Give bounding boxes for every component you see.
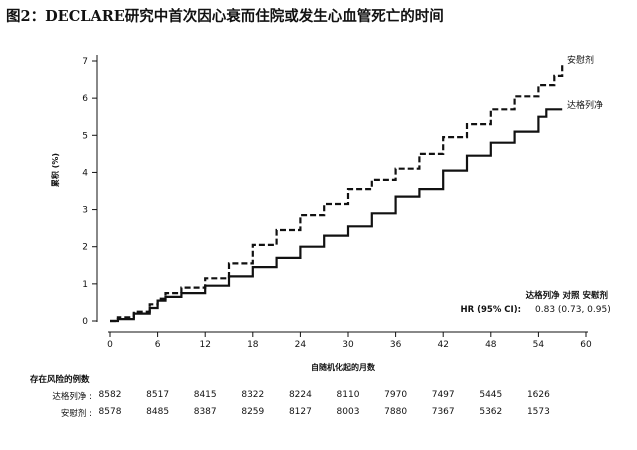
risk-cell: 8485 <box>146 407 170 417</box>
risk-cell: 8415 <box>193 390 217 400</box>
x-tick-label: 54 <box>533 340 545 350</box>
legend-label-dapagliflozin: 达格列净 <box>567 99 603 111</box>
risk-cell: 8517 <box>146 390 170 400</box>
risk-cell: 7970 <box>384 390 408 400</box>
series-lines <box>110 62 564 323</box>
x-axis-label: 自随机化起的月数 <box>311 362 376 372</box>
risk-cell: 8003 <box>336 407 360 417</box>
risk-cell: 1573 <box>526 407 550 417</box>
y-tick-label: 1 <box>82 280 88 290</box>
risk-cell: 7497 <box>431 390 455 400</box>
risk-cell: 8259 <box>241 407 265 417</box>
series-line-placebo <box>110 62 564 323</box>
y-tick-label: 4 <box>82 168 88 178</box>
hr-row-label: HR (95% CI): <box>461 305 522 315</box>
risk-cell: 8582 <box>98 390 122 400</box>
risk-cell: 8387 <box>193 407 217 417</box>
risk-row-label: 达格列净 : <box>52 392 92 402</box>
x-tick-label: 6 <box>155 340 161 350</box>
risk-cell: 8224 <box>288 390 312 400</box>
x-tick-label: 60 <box>580 340 592 350</box>
risk-cell: 8578 <box>98 407 122 417</box>
series-line-dapagliflozin <box>110 108 563 323</box>
x-tick-label: 36 <box>390 340 402 350</box>
x-tick-label: 30 <box>342 340 354 350</box>
y-tick-label: 2 <box>82 243 88 253</box>
x-tick-label: 12 <box>199 340 210 350</box>
risk-cell: 1626 <box>526 390 550 400</box>
legend-label-placebo: 安慰剂 <box>567 54 594 66</box>
x-tick-label: 24 <box>295 340 307 350</box>
x-tick-label: 0 <box>107 340 113 350</box>
y-tick-label: 0 <box>82 317 88 327</box>
y-axis-label: 累积 (%) <box>50 153 60 187</box>
y-tick-label: 5 <box>82 131 88 141</box>
y-tick-label: 7 <box>82 57 88 67</box>
risk-cell: 8110 <box>336 390 360 400</box>
x-tick-label: 18 <box>247 340 259 350</box>
risk-cell: 7367 <box>431 407 455 417</box>
y-tick-label: 6 <box>82 94 88 104</box>
x-tick-label: 42 <box>437 340 448 350</box>
risk-cell: 7880 <box>384 407 408 417</box>
y-tick-label: 3 <box>82 206 88 216</box>
axes <box>96 55 588 333</box>
figure-title: 图2：DECLARE研究中首次因心衰而住院或发生心血管死亡的时间 <box>6 8 444 25</box>
hr-row-value: 0.83 (0.73, 0.95) <box>535 305 611 315</box>
risk-cell: 8322 <box>241 390 265 400</box>
risk-row-label: 安慰剂 : <box>60 409 92 419</box>
risk-table-title: 存在风险的例数 <box>30 375 90 385</box>
x-tick-label: 48 <box>485 340 497 350</box>
risk-cell: 8127 <box>288 407 312 417</box>
hr-header: 达格列净 对照 安慰剂 <box>526 290 608 301</box>
risk-cell: 5445 <box>479 390 503 400</box>
risk-cell: 5362 <box>479 407 503 417</box>
